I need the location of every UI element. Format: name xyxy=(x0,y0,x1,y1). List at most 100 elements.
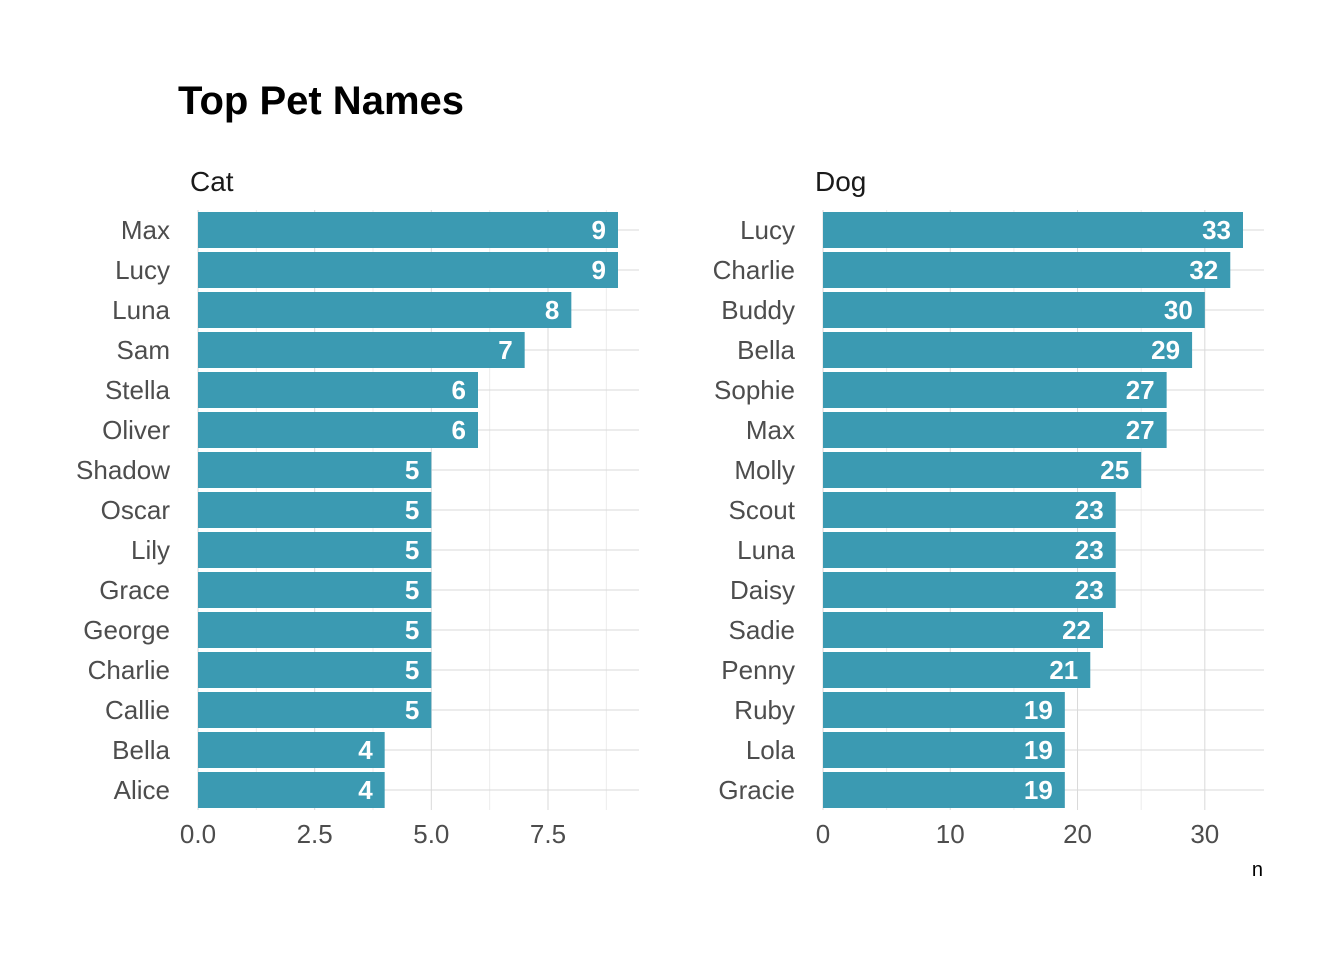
bar-oliver xyxy=(198,412,478,448)
bar-value-label: 5 xyxy=(405,495,419,525)
bar-ruby xyxy=(823,692,1065,728)
bar-value-label: 9 xyxy=(592,255,606,285)
bar-alice xyxy=(198,772,385,808)
bar-stella xyxy=(198,372,478,408)
panel-title: Dog xyxy=(815,166,866,197)
x-tick-label: 0.0 xyxy=(180,819,216,849)
chart-title: Top Pet Names xyxy=(178,79,464,123)
bar-lucy xyxy=(198,252,618,288)
category-label: Alice xyxy=(114,775,170,805)
bar-luna xyxy=(823,532,1116,568)
category-label: Max xyxy=(746,415,795,445)
bar-scout xyxy=(823,492,1116,528)
bar-lola xyxy=(823,732,1065,768)
bar-value-label: 23 xyxy=(1075,575,1104,605)
bar-oscar xyxy=(198,492,432,528)
bar-value-label: 27 xyxy=(1126,415,1155,445)
bar-max xyxy=(198,212,618,248)
category-label: Sadie xyxy=(729,615,796,645)
bar-value-label: 19 xyxy=(1024,695,1053,725)
bar-value-label: 5 xyxy=(405,455,419,485)
category-label: Daisy xyxy=(730,575,795,605)
bar-value-label: 29 xyxy=(1151,335,1180,365)
x-tick-label: 10 xyxy=(936,819,965,849)
category-label: Luna xyxy=(737,535,795,565)
bar-sophie xyxy=(823,372,1167,408)
bar-value-label: 6 xyxy=(452,375,466,405)
bar-molly xyxy=(823,452,1142,488)
bar-shadow xyxy=(198,452,432,488)
category-label: Lucy xyxy=(740,215,795,245)
bar-value-label: 19 xyxy=(1024,735,1053,765)
bar-value-label: 22 xyxy=(1062,615,1091,645)
bar-value-label: 5 xyxy=(405,695,419,725)
category-label: Bella xyxy=(112,735,170,765)
bar-value-label: 25 xyxy=(1100,455,1129,485)
bar-value-label: 5 xyxy=(405,535,419,565)
category-label: Shadow xyxy=(76,455,170,485)
x-tick-label: 2.5 xyxy=(297,819,333,849)
category-label: Ruby xyxy=(734,695,795,725)
bar-value-label: 33 xyxy=(1202,215,1231,245)
bar-george xyxy=(198,612,432,648)
category-label: Charlie xyxy=(88,655,170,685)
x-axis-title: n xyxy=(1252,859,1263,881)
category-label: Sam xyxy=(117,335,170,365)
category-label: Penny xyxy=(721,655,795,685)
category-label: Scout xyxy=(729,495,796,525)
bar-sadie xyxy=(823,612,1103,648)
bar-luna xyxy=(198,292,572,328)
category-label: Molly xyxy=(734,455,795,485)
x-tick-label: 30 xyxy=(1190,819,1219,849)
bar-value-label: 19 xyxy=(1024,775,1053,805)
bar-value-label: 30 xyxy=(1164,295,1193,325)
bar-value-label: 5 xyxy=(405,655,419,685)
category-label: Callie xyxy=(105,695,170,725)
bar-value-label: 32 xyxy=(1189,255,1218,285)
x-tick-label: 7.5 xyxy=(530,819,566,849)
bar-value-label: 21 xyxy=(1049,655,1078,685)
category-label: Lucy xyxy=(115,255,170,285)
bar-value-label: 4 xyxy=(358,735,373,765)
category-label: Oliver xyxy=(102,415,170,445)
bar-value-label: 4 xyxy=(358,775,373,805)
bar-lucy xyxy=(823,212,1243,248)
bar-value-label: 6 xyxy=(452,415,466,445)
bar-value-label: 23 xyxy=(1075,535,1104,565)
bar-bella xyxy=(198,732,385,768)
category-label: Charlie xyxy=(713,255,795,285)
bar-callie xyxy=(198,692,432,728)
bar-daisy xyxy=(823,572,1116,608)
category-label: Gracie xyxy=(718,775,795,805)
bar-charlie xyxy=(198,652,432,688)
category-label: Oscar xyxy=(101,495,171,525)
bar-value-label: 5 xyxy=(405,575,419,605)
panel-cat: Cat 9 Max 9 Lucy 8 Luna 7 Sam 6 Stella 6 Oliver 5 Sha… xyxy=(76,166,639,849)
bar-penny xyxy=(823,652,1091,688)
bar-value-label: 5 xyxy=(405,615,419,645)
category-label: Lily xyxy=(131,535,170,565)
category-label: Lola xyxy=(746,735,796,765)
category-label: Max xyxy=(121,215,170,245)
bar-value-label: 7 xyxy=(498,335,512,365)
bar-lily xyxy=(198,532,432,568)
bar-gracie xyxy=(823,772,1065,808)
category-label: Sophie xyxy=(714,375,795,405)
bar-charlie xyxy=(823,252,1231,288)
bar-sam xyxy=(198,332,525,368)
x-tick-label: 5.0 xyxy=(413,819,449,849)
category-label: Grace xyxy=(99,575,170,605)
category-label: Stella xyxy=(105,375,171,405)
bar-buddy xyxy=(823,292,1205,328)
panel-title: Cat xyxy=(190,166,234,197)
x-tick-label: 0 xyxy=(816,819,830,849)
panel-dog: Dog 33 Lucy 32 Charlie 30 Buddy 29 Bella 27 Sophi… xyxy=(713,166,1264,849)
x-tick-label: 20 xyxy=(1063,819,1092,849)
bar-value-label: 9 xyxy=(592,215,606,245)
category-label: Luna xyxy=(112,295,170,325)
bar-grace xyxy=(198,572,432,608)
bar-bella xyxy=(823,332,1193,368)
bar-value-label: 27 xyxy=(1126,375,1155,405)
category-label: Bella xyxy=(737,335,795,365)
